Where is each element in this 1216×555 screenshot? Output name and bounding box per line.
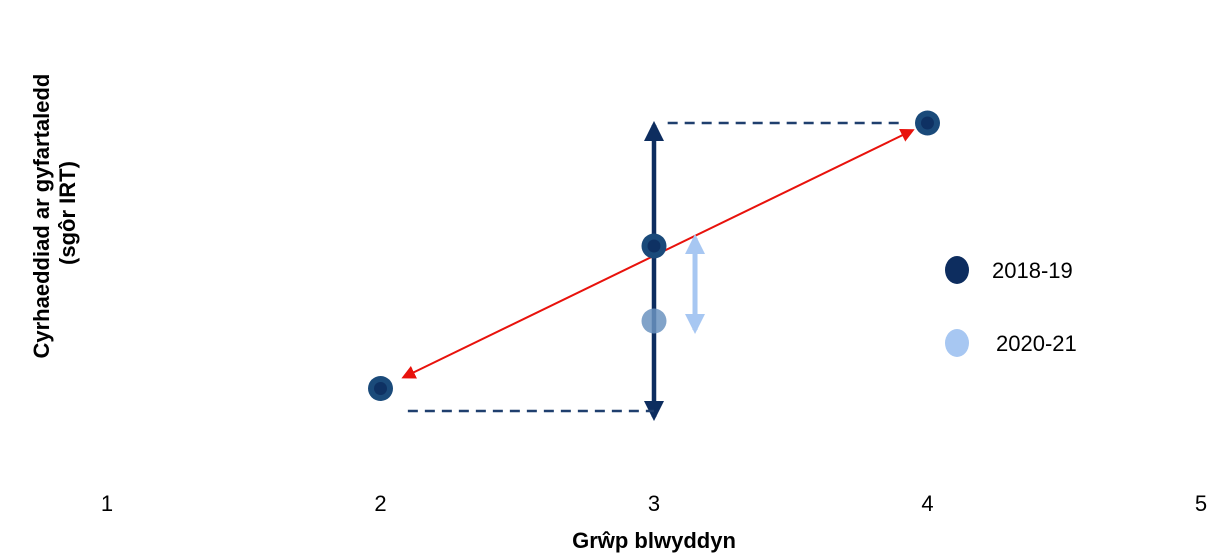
legend: 2018-19 2020-21: [945, 256, 1077, 357]
x-tick-label-3: 3: [648, 491, 660, 516]
legend-item-2020-21: 2020-21: [945, 329, 1077, 357]
data-point-2020-21-x3: [641, 308, 667, 334]
annotations: [401, 120, 915, 422]
x-tick-label-5: 5: [1195, 491, 1207, 516]
legend-item-2018-19: 2018-19: [945, 256, 1073, 284]
y-axis-title-line-2: (sgôr IRT): [55, 161, 80, 265]
y-axis-title-line-1: Cyrhaeddiad ar gyfartaledd: [29, 74, 54, 359]
y-axis-title: Cyrhaeddiad ar gyfartaledd (sgôr IRT): [29, 68, 80, 359]
svg-text:Cyrhaeddiad ar gyfartaledd: Cyrhaeddiad ar gyfartaledd (sgôr IRT): [29, 68, 80, 359]
legend-label-2020-21: 2020-21: [996, 331, 1077, 356]
data-points: [368, 110, 940, 401]
x-axis-title: Grŵp blwyddyn: [572, 528, 736, 553]
x-axis-ticks: 1 2 3 4 5: [101, 491, 1207, 516]
x-tick-label-1: 1: [101, 491, 113, 516]
legend-swatch-2020-21: [945, 329, 969, 357]
legend-swatch-2018-19: [945, 256, 969, 284]
x-tick-label-4: 4: [921, 491, 933, 516]
x-tick-label-2: 2: [374, 491, 386, 516]
data-point-2018-19-x2: [368, 376, 393, 401]
data-point-2018-19-x3: [641, 233, 667, 259]
legend-label-2018-19: 2018-19: [992, 258, 1073, 283]
data-point-2018-19-x4: [915, 110, 940, 136]
